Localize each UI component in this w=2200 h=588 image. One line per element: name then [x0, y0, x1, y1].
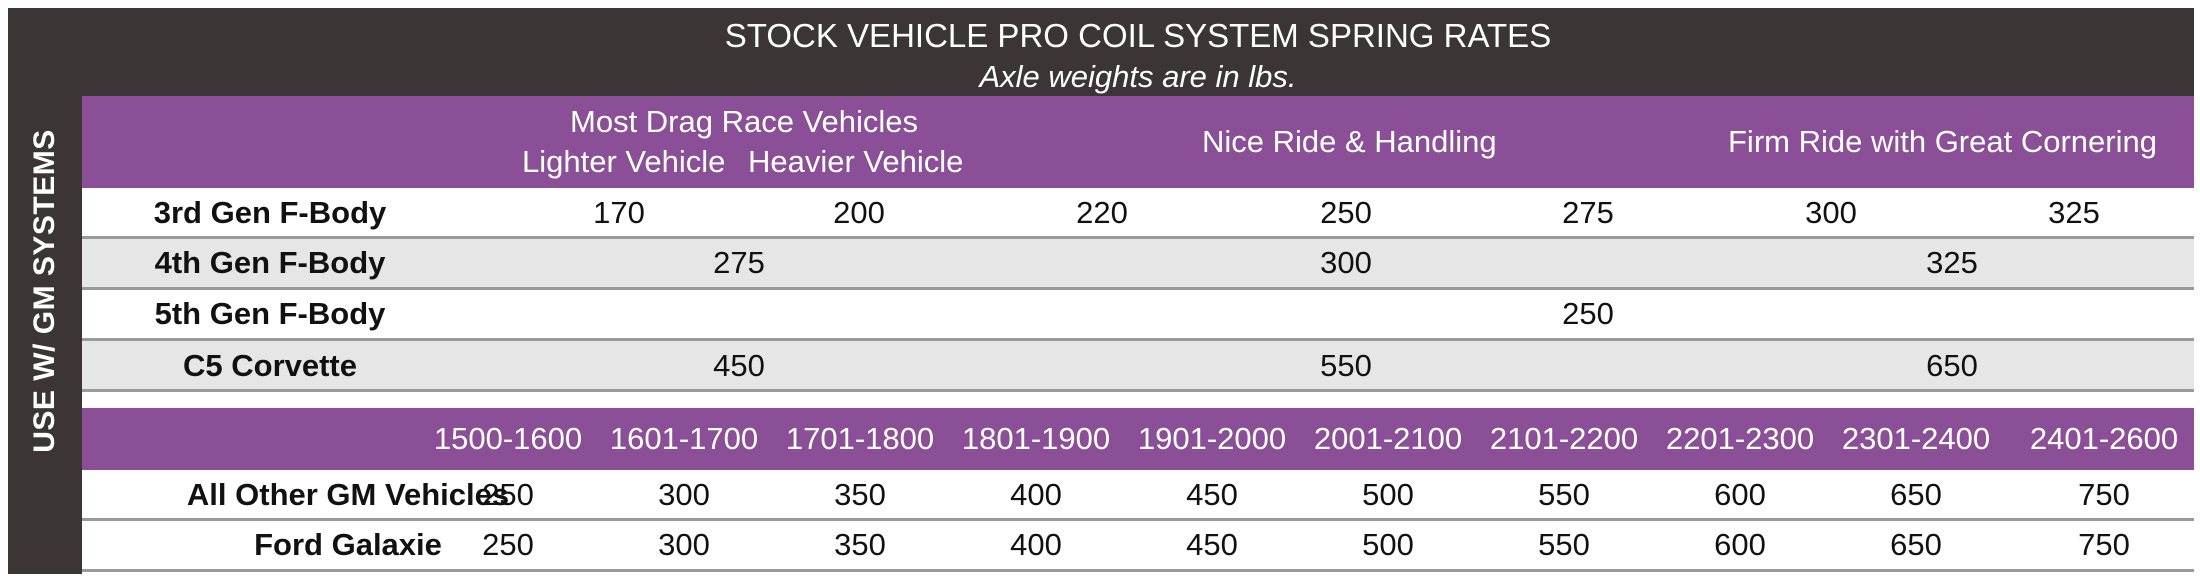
column-header: 1601-1700 — [609, 421, 759, 456]
table-cell: 325 — [1926, 245, 1978, 280]
table-cell: 550 — [1538, 477, 1590, 512]
column-header: 1901-2000 — [1137, 421, 1287, 456]
row-divider — [82, 236, 2194, 239]
table-cell: 325 — [2048, 195, 2100, 230]
category-heavier-vehicle: Heavier Vehicle — [748, 144, 964, 179]
table-cell: 500 — [1362, 527, 1414, 562]
weight-range-header-band: 1500-1600 1601-1700 1701-1800 1801-1900 … — [82, 408, 2194, 470]
column-header: 2101-2200 — [1489, 421, 1639, 456]
table-cell: 250 — [482, 477, 534, 512]
table-subtitle: Axle weights are in lbs. — [979, 59, 1297, 94]
table-cell: 450 — [1186, 527, 1238, 562]
table-cell: 500 — [1362, 477, 1414, 512]
row-label: 3rd Gen F-Body — [153, 195, 387, 230]
column-header: 1801-1900 — [961, 421, 1111, 456]
sidebar-label-panel: USE W/ GM SYSTEMS — [8, 8, 82, 574]
table-row: Ford Galaxie 250 300 350 400 450 500 550… — [82, 521, 2194, 569]
table-cell: 650 — [1926, 348, 1978, 383]
table-cell: 300 — [1320, 245, 1372, 280]
table-cell: 300 — [658, 477, 710, 512]
column-header: 2301-2400 — [1841, 421, 1991, 456]
table-cell: 300 — [658, 527, 710, 562]
table-row: 5th Gen F-Body 250 — [82, 290, 2194, 338]
table-cell: 550 — [1320, 348, 1372, 383]
category-nice-ride: Nice Ride & Handling — [1202, 124, 1497, 159]
sidebar-label: USE W/ GM SYSTEMS — [28, 129, 61, 453]
table-cell: 750 — [2078, 477, 2130, 512]
column-header: 1500-1600 — [433, 421, 583, 456]
table-row: All Other GM Vehicles 250 300 350 400 45… — [82, 470, 2194, 518]
table-cell: 200 — [833, 195, 885, 230]
table-cell: 170 — [593, 195, 645, 230]
table-cell: 750 — [2078, 527, 2130, 562]
table-cell: 550 — [1538, 527, 1590, 562]
row-divider — [82, 287, 2194, 290]
category-most-drag: Most Drag Race Vehicles — [570, 104, 919, 139]
column-header: 2401-2600 — [2029, 421, 2179, 456]
table-cell: 250 — [482, 527, 534, 562]
table-cell: 450 — [1186, 477, 1238, 512]
table-cell: 450 — [713, 348, 765, 383]
row-divider — [82, 518, 2194, 521]
row-label: C5 Corvette — [183, 348, 357, 383]
table-header: STOCK VEHICLE PRO COIL SYSTEM SPRING RAT… — [82, 8, 2194, 96]
table-cell: 220 — [1076, 195, 1128, 230]
table-row: 4th Gen F-Body 275 300 325 — [82, 239, 2194, 287]
table-title: STOCK VEHICLE PRO COIL SYSTEM SPRING RAT… — [724, 17, 1552, 54]
table-cell: 350 — [834, 527, 886, 562]
table-cell: 400 — [1010, 527, 1062, 562]
category-header-band: Most Drag Race Vehicles Lighter Vehicle … — [82, 96, 2194, 188]
category-lighter-vehicle: Lighter Vehicle — [522, 144, 726, 179]
table-cell: 275 — [1562, 195, 1614, 230]
table-cell: 600 — [1714, 477, 1766, 512]
row-label: 5th Gen F-Body — [154, 296, 386, 331]
table-row: C5 Corvette 450 550 650 — [82, 341, 2194, 389]
column-header: 1701-1800 — [785, 421, 935, 456]
table-cell: 350 — [834, 477, 886, 512]
row-divider — [82, 389, 2194, 392]
category-firm-ride: Firm Ride with Great Cornering — [1728, 124, 2157, 159]
table-cell: 250 — [1562, 296, 1614, 331]
table-cell: 275 — [713, 245, 765, 280]
row-divider — [82, 569, 2194, 572]
table-cell: 650 — [1890, 527, 1942, 562]
table-cell: 300 — [1805, 195, 1857, 230]
table-cell: 400 — [1010, 477, 1062, 512]
table-cell: 650 — [1890, 477, 1942, 512]
table-row: 3rd Gen F-Body 170 200 220 250 275 300 3… — [82, 188, 2194, 236]
row-divider — [82, 338, 2194, 341]
row-label: Ford Galaxie — [254, 527, 442, 562]
column-header: 2001-2100 — [1313, 421, 1463, 456]
table-cell: 600 — [1714, 527, 1766, 562]
row-label: All Other GM Vehicles — [186, 477, 510, 512]
column-header: 2201-2300 — [1665, 421, 1815, 456]
row-label: 4th Gen F-Body — [154, 245, 386, 280]
table-cell: 250 — [1320, 195, 1372, 230]
